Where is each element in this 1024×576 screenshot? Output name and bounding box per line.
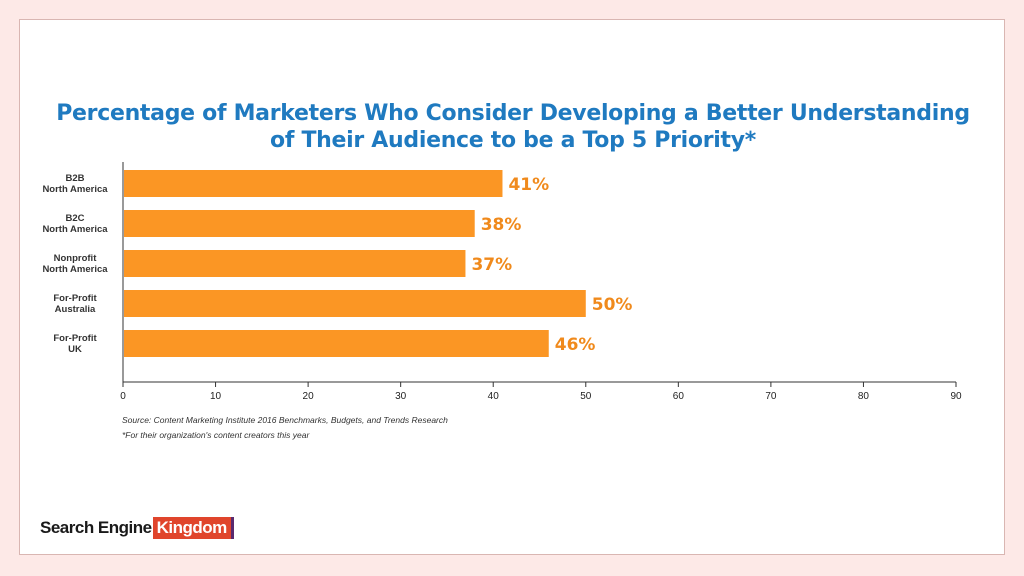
footnotes: Source: Content Marketing Institute 2016… [122, 413, 448, 443]
category-label: B2B North America [42, 173, 108, 195]
x-tick-label: 40 [488, 391, 500, 400]
asterisk-note: *For their organization's content creato… [122, 430, 310, 440]
data-label: 41% [508, 175, 549, 195]
x-tick-label: 0 [120, 391, 126, 400]
chart-title-line-1: Percentage of Marketers Who Consider Dev… [56, 101, 970, 126]
category-label: For-Profit Australia [53, 293, 97, 315]
data-label: 46% [555, 335, 596, 355]
data-label: 50% [592, 295, 633, 315]
x-tick-label: 60 [673, 391, 685, 400]
category-label: B2C North America [42, 213, 108, 235]
search-engine-kingdom-logo: Search Engine Kingdom [40, 515, 234, 541]
chart-title-line-2: of Their Audience to be a Top 5 Priority… [270, 128, 756, 153]
logo-text-kingdom: Kingdom [152, 517, 234, 539]
chart-card: Percentage of Marketers Who Consider Dev… [19, 19, 1005, 555]
bar [124, 210, 475, 237]
data-label: 37% [471, 255, 512, 275]
bar [124, 290, 586, 317]
category-label: For-Profit UK [53, 333, 97, 355]
x-tick-label: 10 [210, 391, 222, 400]
data-label: 38% [481, 215, 522, 235]
source-note: Source: Content Marketing Institute 2016… [122, 415, 448, 425]
x-tick-label: 20 [303, 391, 315, 400]
chart-title: Percentage of Marketers Who Consider Dev… [20, 100, 1006, 154]
logo-text-search-engine: Search Engine [40, 518, 152, 537]
bar [124, 250, 466, 277]
x-tick-label: 70 [765, 391, 777, 400]
bar-chart: 0 10 20 30 40 50 60 70 80 90 B2B North America 41% B2… [42, 162, 962, 400]
x-tick-label: 80 [858, 391, 870, 400]
x-tick-label: 50 [580, 391, 592, 400]
bar [124, 330, 549, 357]
x-tick-label: 90 [950, 391, 962, 400]
x-tick-label: 30 [395, 391, 407, 400]
bar [124, 170, 503, 197]
category-label: Nonprofit North America [42, 253, 108, 275]
